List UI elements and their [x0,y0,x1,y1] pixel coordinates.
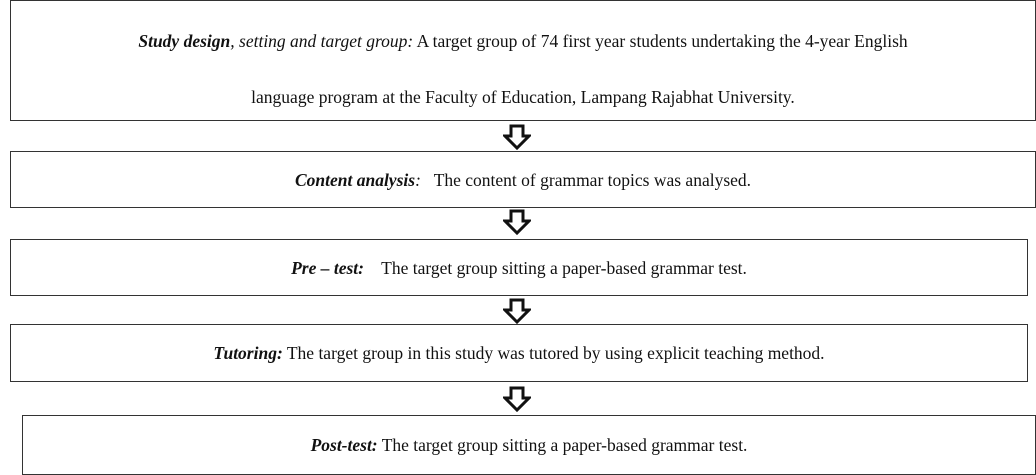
box-text: Study design, setting and target group: … [11,31,1035,52]
box-text: Pre – test: The target group sitting a p… [11,258,1027,279]
description: The content of grammar topics was analys… [420,170,752,190]
heading: Content analysis [294,170,416,190]
heading: Post-test: [310,435,378,455]
heading: Pre – test: [291,258,364,278]
heading: : [415,170,421,190]
description: language program at the Faculty of Educa… [251,87,795,107]
description: The target group sitting a paper-based g… [363,258,747,278]
flow-box: Tutoring: The target group in this study… [10,324,1028,382]
flow-box: Content analysis: The content of grammar… [10,151,1036,208]
flow-box: Post-test: The target group sitting a pa… [22,415,1036,475]
box-text: Tutoring: The target group in this study… [11,343,1027,364]
flow-box: Study design, setting and target group: … [10,0,1036,121]
heading: , setting and target group: [230,31,414,51]
arrow [503,386,531,412]
box-text: Content analysis: The content of grammar… [11,170,1035,191]
heading: Tutoring: [213,343,283,363]
heading: Study design [138,31,231,51]
description: A target group of 74 first year students… [413,31,908,51]
box-text: Post-test: The target group sitting a pa… [23,435,1035,456]
arrow [503,209,531,235]
arrow [503,298,531,324]
description: The target group sitting a paper-based g… [377,435,748,455]
page: Study design, setting and target group: … [10,0,1036,475]
flow-box: Pre – test: The target group sitting a p… [10,239,1028,296]
arrow [503,124,531,150]
description: The target group in this study was tutor… [282,343,825,363]
